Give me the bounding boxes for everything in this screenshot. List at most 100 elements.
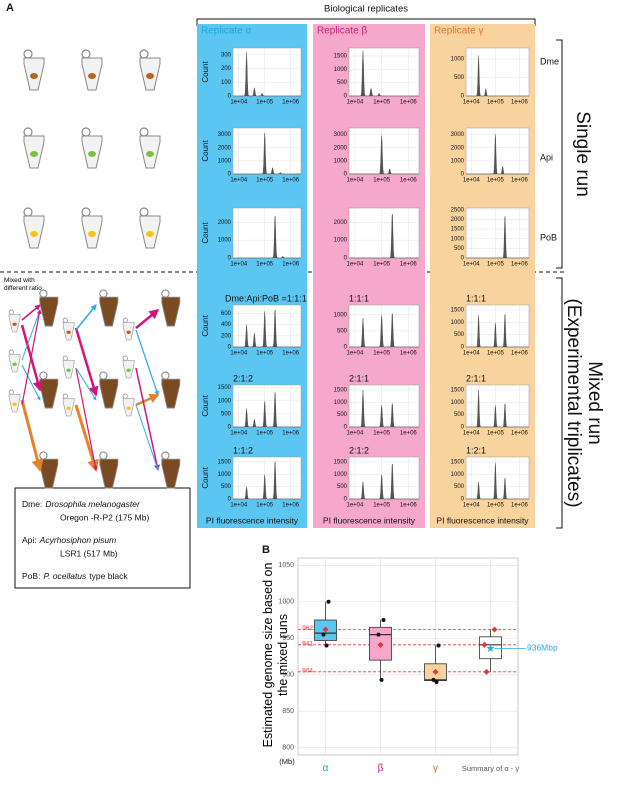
histogram-plot: [465, 384, 530, 428]
y-tick-label: 950: [282, 635, 294, 642]
tube-icon: [62, 317, 75, 341]
legend-strain: type black: [89, 571, 128, 581]
histogram-plot: [348, 304, 420, 348]
y-tick-label: 1500: [451, 388, 465, 394]
tube-cap: [62, 355, 68, 361]
histogram: [349, 214, 419, 259]
replicate-name: Replicate α: [201, 26, 251, 37]
tube-sample: [30, 73, 38, 79]
mix-arrow: [135, 308, 160, 329]
y-tick-label: 200: [221, 66, 232, 72]
y-tick-label: 900: [282, 672, 294, 679]
mix-arrow: [21, 364, 41, 401]
y-tick-label: 1000: [218, 238, 232, 244]
histogram-plot: [232, 304, 302, 348]
x-tick-label: 1e+05: [256, 503, 274, 509]
histogram: [466, 314, 529, 348]
tube-cap: [99, 451, 108, 460]
tube-cap: [99, 289, 108, 298]
tube-body: [39, 378, 59, 409]
y-tick-label: 500: [221, 411, 232, 417]
tube-cap: [8, 389, 14, 395]
mix-arrow: [75, 304, 97, 331]
tube-cap: [161, 371, 170, 380]
histogram-plot: [465, 207, 530, 259]
x-tick-label: 1e+05: [256, 351, 274, 357]
y-tick-label: 0: [344, 94, 348, 100]
x-tick-label: 1e+06: [400, 431, 418, 437]
y-tick-label: 1500: [334, 460, 348, 466]
x-tick-label: 1e+05: [256, 262, 274, 268]
y-tick-label: 1000: [334, 472, 348, 478]
ratio-label: 2:1:2: [233, 373, 253, 383]
tube-sample: [126, 368, 131, 372]
y-tick-label: 2000: [451, 145, 465, 151]
mix-arrow: [20, 399, 44, 472]
y-tick-label: 500: [221, 484, 232, 490]
data-point: [379, 677, 384, 682]
x-tick-label: 1e+06: [511, 100, 529, 106]
tube-icon: [62, 393, 75, 417]
tube-body: [161, 378, 181, 409]
histogram: [466, 389, 529, 428]
data-point: [321, 632, 326, 637]
y-tick-label: 500: [454, 412, 465, 418]
reference-label: 962: [302, 625, 313, 632]
y-tick-label: 2000: [451, 217, 465, 223]
reference-label: 941: [302, 641, 313, 648]
single-run-label: Single run: [572, 111, 593, 197]
x-tick-label: 1e+04: [346, 178, 364, 184]
legend-species: Acyrhosiphon pisum: [39, 535, 117, 545]
x-tick-label: 1e+05: [487, 100, 505, 106]
y-tick-label: 100: [221, 80, 232, 86]
y-tick-label: 0: [228, 256, 232, 262]
y-tick-label: 0: [461, 256, 465, 262]
x-tick-label: γ: [433, 763, 438, 774]
x-tick-label: 1e+04: [230, 100, 248, 106]
tube-sample: [88, 73, 96, 79]
tube-sample: [88, 151, 96, 157]
mix-arrow: [74, 327, 99, 397]
tube-icon: [39, 289, 59, 327]
y-tick-label: 2000: [334, 145, 348, 151]
tube-sample: [88, 231, 96, 237]
histogram: [349, 463, 419, 500]
x-tick-label: 1e+05: [373, 178, 391, 184]
y-tick-label: 500: [337, 80, 348, 86]
panel-label: A: [6, 2, 14, 14]
mean-marker: [322, 626, 329, 633]
tube-icon: [122, 393, 135, 417]
tube-body: [99, 378, 119, 409]
x-tick-label: 1e+06: [400, 503, 418, 509]
x-tick-label: 1e+04: [463, 262, 481, 268]
tube-cap: [139, 49, 149, 59]
tube-sample: [146, 151, 154, 157]
tube-cap: [39, 451, 48, 460]
mean-marker: [491, 626, 498, 633]
y-tick-label: 600: [221, 311, 232, 317]
y-tick-label: 0: [344, 497, 348, 503]
tube-icon: [99, 371, 119, 409]
y-tick-label: 0: [344, 256, 348, 262]
histogram-plot: [232, 384, 302, 428]
x-tick-label: 1e+06: [400, 178, 418, 184]
mixed-note: Mixed with different ratio: [4, 277, 42, 292]
tube-icon: [161, 289, 181, 327]
y-tick-label: 300: [221, 52, 232, 58]
tube-sample: [126, 406, 131, 410]
tube-cap: [122, 355, 128, 361]
x-tick-label: 1e+04: [346, 351, 364, 357]
x-tick-label: 1e+04: [346, 503, 364, 509]
legend-code: PoB:: [22, 571, 40, 581]
legend-strain: Oregon -R-P2 (175 Mb): [60, 512, 149, 522]
tube-cap: [62, 317, 68, 323]
tube-cap: [122, 317, 128, 323]
replicate-column: [197, 24, 307, 528]
y-tick-label: 500: [454, 75, 465, 81]
mix-arrow: [21, 304, 41, 321]
y-tick-label: 1000: [451, 320, 465, 326]
histogram: [466, 216, 529, 259]
x-tick-label: 1e+04: [463, 351, 481, 357]
tube-icon: [99, 289, 119, 327]
